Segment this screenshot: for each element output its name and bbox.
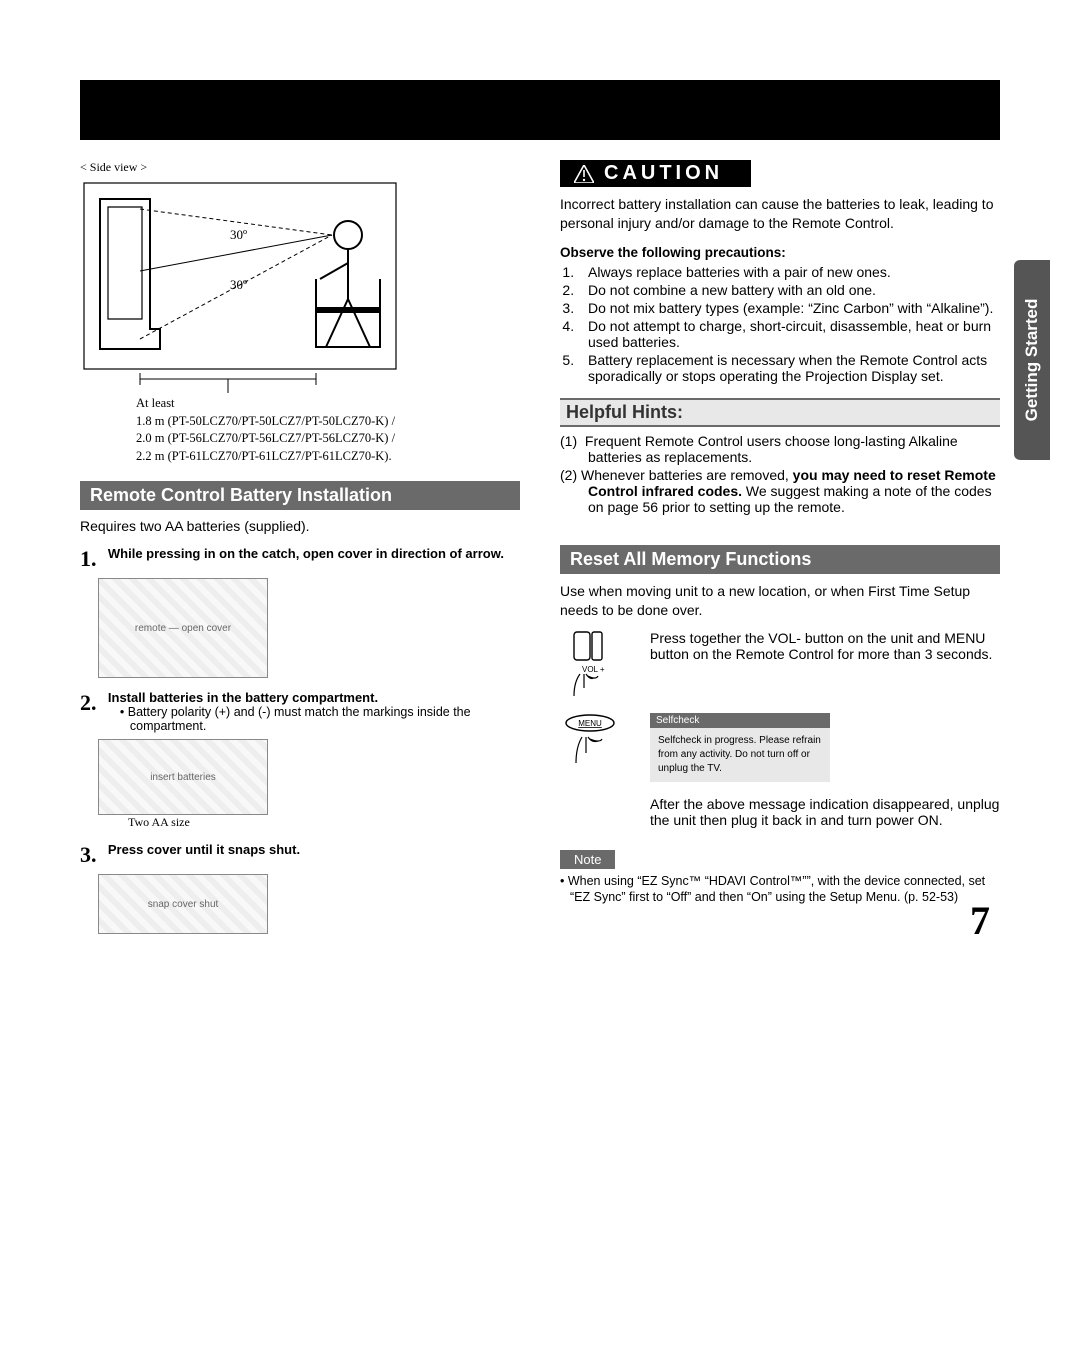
page-content: < Side view > 30º — [0, 140, 1080, 974]
section-reset-memory: Reset All Memory Functions — [560, 545, 1000, 574]
two-aa-label: Two AA size — [128, 815, 520, 830]
side-view-figure: 30º 30º — [80, 179, 400, 395]
svg-text:VOL +: VOL + — [582, 665, 605, 674]
note-body: • When using “EZ Sync™ “HDAVI Control™””… — [570, 873, 1000, 907]
section-battery-install: Remote Control Battery Installation — [80, 481, 520, 510]
right-column: CAUTION Incorrect battery installation c… — [560, 160, 1000, 934]
step-number: 3. — [80, 842, 104, 868]
side-tab-label: Getting Started — [1022, 299, 1042, 422]
step-3-text: Press cover until it snaps shut. — [108, 842, 300, 857]
reset-selfcheck-row: MENU Selfcheck Selfcheck in progress. Pl… — [560, 713, 1000, 786]
reset-lead: Use when moving unit to a new location, … — [560, 582, 1000, 620]
precaution-item: Do not combine a new battery with an old… — [578, 282, 1000, 298]
step-3: 3. Press cover until it snaps shut. — [80, 842, 520, 868]
hint-item: (1) Frequent Remote Control users choose… — [588, 433, 1000, 465]
precaution-item: Do not mix battery types (example: “Zinc… — [578, 300, 1000, 316]
selfcheck-panel: Selfcheck Selfcheck in progress. Please … — [650, 713, 830, 782]
step-1: 1. While pressing in on the catch, open … — [80, 546, 520, 572]
svg-text:30º: 30º — [230, 277, 247, 292]
precaution-item: Do not attempt to charge, short-circuit,… — [578, 318, 1000, 350]
precaution-item: Battery replacement is necessary when th… — [578, 352, 1000, 384]
caution-banner: CAUTION — [560, 160, 751, 187]
step-2: 2. Install batteries in the battery comp… — [80, 690, 520, 733]
distance-line: 2.2 m (PT-61LCZ70/PT-61LCZ7/PT-61LCZ70-K… — [136, 448, 520, 466]
step-2-bold: Install batteries in the battery compart… — [108, 690, 378, 705]
precautions-list: Always replace batteries with a pair of … — [578, 264, 1000, 384]
page-number: 7 — [970, 897, 990, 944]
figure-open-cover: remote — open cover — [98, 578, 268, 678]
reset-after-row: After the above message indication disap… — [560, 796, 1000, 828]
precautions-heading: Observe the following precautions: — [560, 245, 1000, 260]
step-number: 2. — [80, 690, 104, 716]
step-1-text: While pressing in on the catch, open cov… — [108, 546, 504, 561]
reset-after-text: After the above message indication disap… — [650, 796, 1000, 828]
svg-text:30º: 30º — [230, 227, 247, 242]
selfcheck-title: Selfcheck — [650, 713, 830, 728]
helpful-hints-heading: Helpful Hints: — [560, 398, 1000, 427]
hint-item: (2) Whenever batteries are removed, you … — [588, 467, 1000, 515]
selfcheck-area: Selfcheck Selfcheck in progress. Please … — [650, 713, 1000, 782]
viewing-distances: At least 1.8 m (PT-50LCZ70/PT-50LCZ7/PT-… — [136, 395, 520, 465]
caution-word: CAUTION — [604, 162, 723, 185]
precaution-item: Always replace batteries with a pair of … — [578, 264, 1000, 280]
menu-button-figure: MENU — [560, 713, 620, 786]
hints-list: (1) Frequent Remote Control users choose… — [560, 433, 1000, 515]
distance-line: 2.0 m (PT-56LCZ70/PT-56LCZ7/PT-56LCZ70-K… — [136, 430, 520, 448]
caution-text: Incorrect battery installation can cause… — [560, 195, 1000, 233]
selfcheck-body: Selfcheck in progress. Please refrain fr… — [650, 728, 830, 782]
distance-line: 1.8 m (PT-50LCZ70/PT-50LCZ7/PT-50LCZ70-K… — [136, 413, 520, 431]
side-tab-getting-started: Getting Started — [1014, 260, 1050, 460]
step-number: 1. — [80, 546, 104, 572]
figure-insert-batteries: insert batteries — [98, 739, 268, 815]
distance-lead: At least — [136, 395, 520, 413]
figure-close-cover: snap cover shut — [98, 874, 268, 934]
step-2-sub: • Battery polarity (+) and (-) must matc… — [130, 705, 518, 733]
side-view-label: < Side view > — [80, 160, 520, 175]
battery-lead: Requires two AA batteries (supplied). — [80, 518, 520, 534]
note-label: Note — [560, 850, 615, 869]
header-black-band — [80, 80, 1000, 140]
reset-instruction: Press together the VOL- button on the un… — [650, 630, 1000, 703]
warning-triangle-icon — [574, 165, 594, 183]
svg-text:MENU: MENU — [578, 719, 602, 728]
reset-step-row: VOL + Press together the VOL- button on … — [560, 630, 1000, 703]
left-column: < Side view > 30º — [80, 160, 520, 934]
vol-button-figure: VOL + — [560, 630, 620, 703]
